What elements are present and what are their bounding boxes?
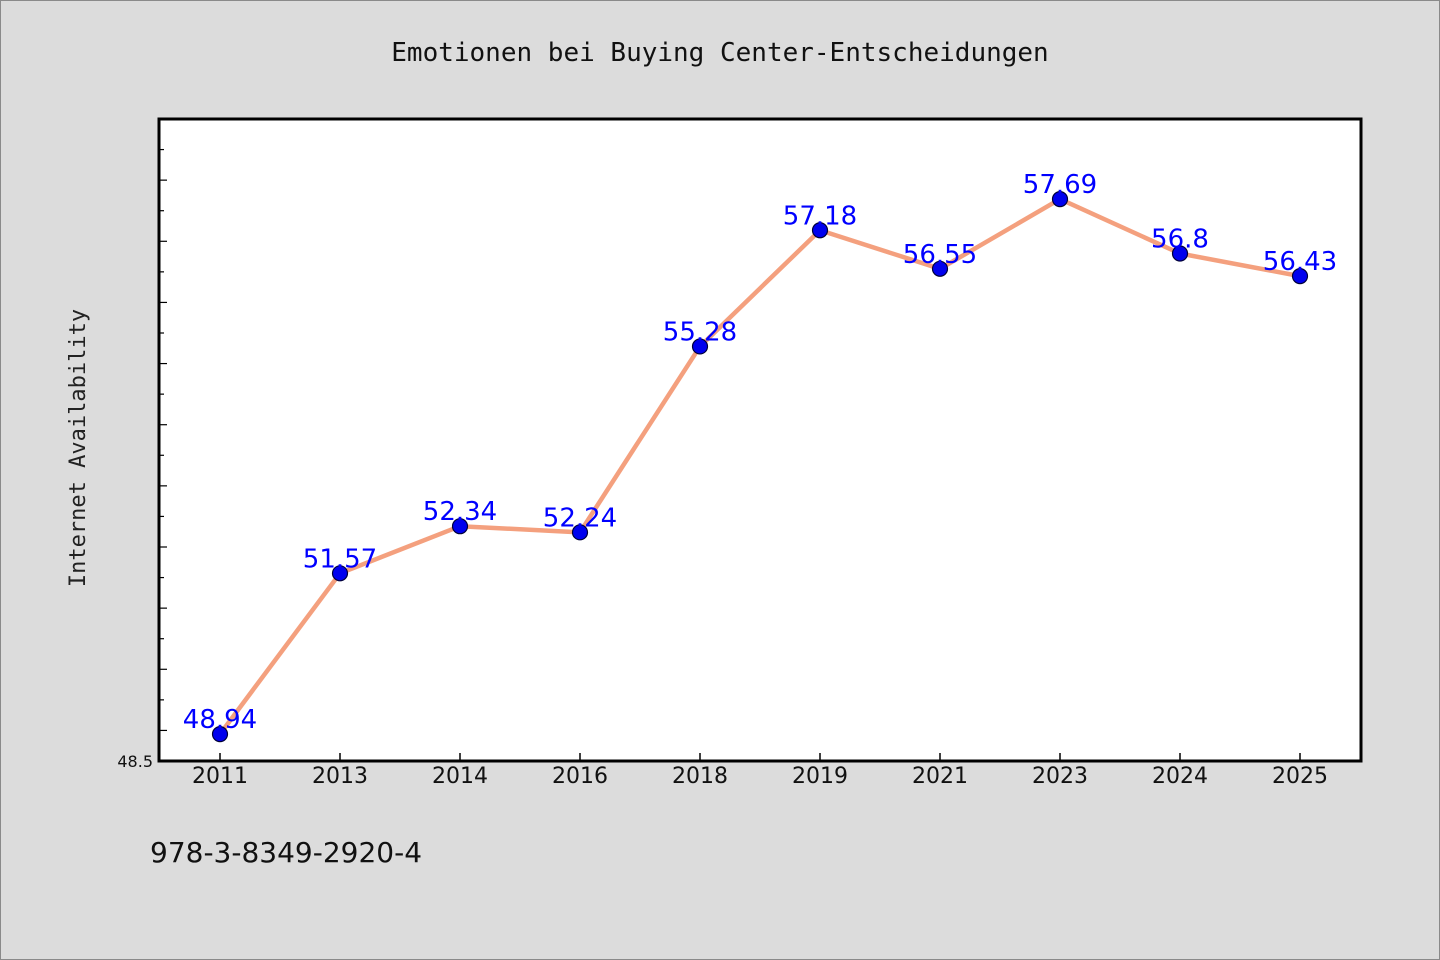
x-tick-label: 2013 — [312, 764, 368, 789]
x-tick-label: 2021 — [912, 764, 968, 789]
data-label: 56.43 — [1263, 247, 1337, 277]
footer-isbn: 978-3-8349-2920-4 — [150, 836, 422, 869]
x-tick-label: 2024 — [1152, 764, 1208, 789]
data-label: 48.94 — [183, 705, 257, 735]
y-axis-ticks: 48.5 — [117, 148, 167, 771]
y-tick-label: 48.5 — [117, 752, 153, 771]
series-line — [217, 196, 1303, 737]
data-point — [211, 725, 229, 743]
x-tick-label: 2018 — [672, 764, 728, 789]
y-axis-label: Internet Availability — [66, 309, 91, 587]
x-tick-label: 2016 — [552, 764, 608, 789]
series-layer — [211, 190, 1309, 743]
data-label: 51.57 — [303, 544, 377, 574]
x-tick-label: 2019 — [792, 764, 848, 789]
data-point — [571, 524, 589, 541]
data-label: 56.55 — [903, 240, 977, 270]
data-point — [691, 338, 709, 355]
data-point — [811, 222, 829, 239]
data-label: 52.34 — [423, 497, 497, 527]
data-label: 55.28 — [663, 317, 737, 347]
data-label: 56.8 — [1151, 225, 1209, 255]
data-label: 57.18 — [783, 201, 857, 231]
x-tick-label: 2023 — [1032, 764, 1088, 789]
data-point — [331, 565, 349, 582]
plot-area — [157, 117, 1363, 763]
data-point — [931, 260, 949, 277]
data-point — [1051, 190, 1069, 208]
data-labels-layer: 48.94 51.57 52.34 52.24 55.28 57.18 56.55 57.69… — [183, 170, 1337, 735]
chart-title: Emotionen bei Buying Center-Entscheidung… — [391, 38, 1048, 68]
x-axis-ticks: 2011 2013 2014 2016 2018 2019 2021 2023 2024 2025 — [192, 753, 1328, 789]
x-tick-label: 2014 — [432, 764, 488, 789]
data-point — [1171, 245, 1189, 262]
x-tick-label: 2011 — [192, 764, 248, 789]
data-point — [451, 518, 469, 535]
data-label: 52.24 — [543, 503, 617, 533]
data-label: 57.69 — [1023, 170, 1097, 200]
x-tick-label: 2025 — [1272, 764, 1328, 789]
data-point — [1291, 268, 1309, 285]
